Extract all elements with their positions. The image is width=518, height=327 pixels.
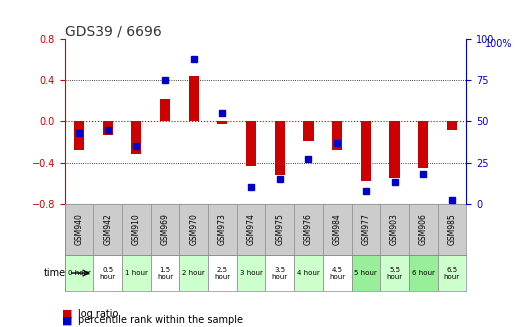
Text: GSM970: GSM970 bbox=[189, 214, 198, 245]
FancyBboxPatch shape bbox=[352, 255, 380, 291]
Text: GSM942: GSM942 bbox=[103, 214, 112, 245]
FancyBboxPatch shape bbox=[380, 255, 409, 291]
Text: GDS39 / 6696: GDS39 / 6696 bbox=[65, 24, 162, 38]
FancyBboxPatch shape bbox=[409, 255, 438, 291]
Bar bbox=[160, 99, 170, 121]
FancyBboxPatch shape bbox=[179, 255, 208, 291]
Text: GSM977: GSM977 bbox=[362, 214, 370, 245]
Bar bbox=[418, 121, 428, 168]
Text: GSM985: GSM985 bbox=[448, 214, 456, 245]
FancyBboxPatch shape bbox=[266, 255, 294, 291]
Bar bbox=[304, 121, 313, 141]
Text: percentile rank within the sample: percentile rank within the sample bbox=[78, 315, 243, 325]
Text: time: time bbox=[44, 268, 66, 278]
Bar bbox=[218, 121, 227, 124]
Bar bbox=[332, 121, 342, 150]
FancyBboxPatch shape bbox=[438, 255, 466, 291]
FancyBboxPatch shape bbox=[93, 255, 122, 291]
Text: 1 hour: 1 hour bbox=[125, 270, 148, 276]
Bar bbox=[189, 76, 199, 121]
Text: 3.5
hour: 3.5 hour bbox=[272, 267, 288, 280]
Text: 5 hour: 5 hour bbox=[354, 270, 377, 276]
Bar bbox=[447, 121, 457, 130]
Text: GSM969: GSM969 bbox=[161, 214, 169, 245]
FancyBboxPatch shape bbox=[122, 255, 151, 291]
Bar bbox=[74, 121, 84, 150]
FancyBboxPatch shape bbox=[65, 255, 93, 291]
Text: GSM910: GSM910 bbox=[132, 214, 141, 245]
Text: log ratio: log ratio bbox=[78, 309, 118, 319]
Bar bbox=[390, 121, 399, 178]
Text: ■: ■ bbox=[62, 309, 73, 319]
Text: 4.5
hour: 4.5 hour bbox=[329, 267, 345, 280]
Text: 4 hour: 4 hour bbox=[297, 270, 320, 276]
Text: GSM973: GSM973 bbox=[218, 214, 227, 245]
Text: 6.5
hour: 6.5 hour bbox=[444, 267, 460, 280]
Text: 1.5
hour: 1.5 hour bbox=[157, 267, 173, 280]
Bar bbox=[361, 121, 371, 181]
FancyBboxPatch shape bbox=[151, 255, 179, 291]
Bar bbox=[132, 121, 141, 154]
FancyBboxPatch shape bbox=[237, 255, 266, 291]
Text: 5.5
hour: 5.5 hour bbox=[386, 267, 402, 280]
Text: ■: ■ bbox=[62, 315, 73, 325]
Text: GSM940: GSM940 bbox=[75, 214, 83, 245]
Text: 0.5
hour: 0.5 hour bbox=[99, 267, 116, 280]
Text: GSM906: GSM906 bbox=[419, 214, 428, 245]
Text: 2 hour: 2 hour bbox=[182, 270, 205, 276]
Y-axis label: 100%: 100% bbox=[484, 39, 512, 49]
Bar bbox=[103, 121, 113, 135]
Bar bbox=[246, 121, 256, 166]
Text: GSM976: GSM976 bbox=[304, 214, 313, 245]
Text: GSM975: GSM975 bbox=[275, 214, 284, 245]
FancyBboxPatch shape bbox=[208, 255, 237, 291]
FancyBboxPatch shape bbox=[323, 255, 352, 291]
Text: 6 hour: 6 hour bbox=[412, 270, 435, 276]
Text: 3 hour: 3 hour bbox=[240, 270, 263, 276]
Text: GSM974: GSM974 bbox=[247, 214, 256, 245]
Text: GSM984: GSM984 bbox=[333, 214, 342, 245]
Text: 0 hour: 0 hour bbox=[68, 270, 91, 276]
FancyBboxPatch shape bbox=[294, 255, 323, 291]
Text: 2.5
hour: 2.5 hour bbox=[214, 267, 231, 280]
Bar bbox=[275, 121, 285, 175]
Text: GSM903: GSM903 bbox=[390, 214, 399, 245]
